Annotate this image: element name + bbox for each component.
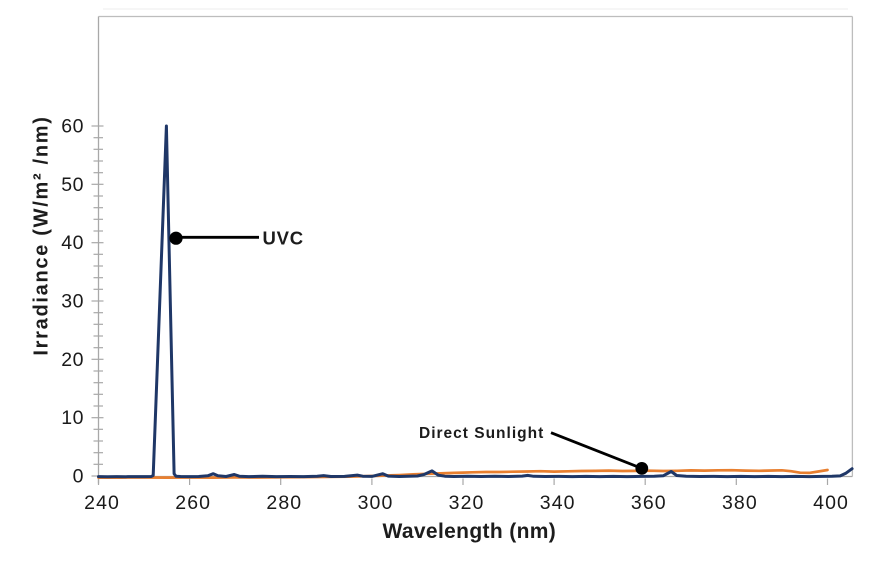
svg-text:Irradiance (W/m² /nm): Irradiance (W/m² /nm): [31, 115, 53, 355]
svg-text:0: 0: [73, 466, 84, 488]
svg-text:30: 30: [61, 291, 84, 313]
svg-text:60: 60: [61, 116, 84, 138]
svg-text:380: 380: [722, 492, 758, 514]
svg-text:400: 400: [813, 492, 849, 514]
svg-text:50: 50: [61, 174, 84, 196]
svg-text:10: 10: [61, 407, 84, 429]
svg-text:320: 320: [449, 492, 485, 514]
svg-text:Direct Sunlight: Direct Sunlight: [419, 425, 544, 442]
svg-text:UVC: UVC: [263, 228, 304, 249]
svg-text:260: 260: [175, 492, 211, 514]
svg-text:280: 280: [266, 492, 302, 514]
svg-text:Wavelength (nm): Wavelength (nm): [382, 520, 556, 543]
svg-text:40: 40: [61, 232, 84, 254]
svg-text:360: 360: [631, 492, 667, 514]
svg-text:300: 300: [358, 492, 394, 514]
svg-text:20: 20: [61, 349, 84, 371]
svg-text:240: 240: [84, 492, 120, 514]
svg-text:340: 340: [540, 492, 576, 514]
